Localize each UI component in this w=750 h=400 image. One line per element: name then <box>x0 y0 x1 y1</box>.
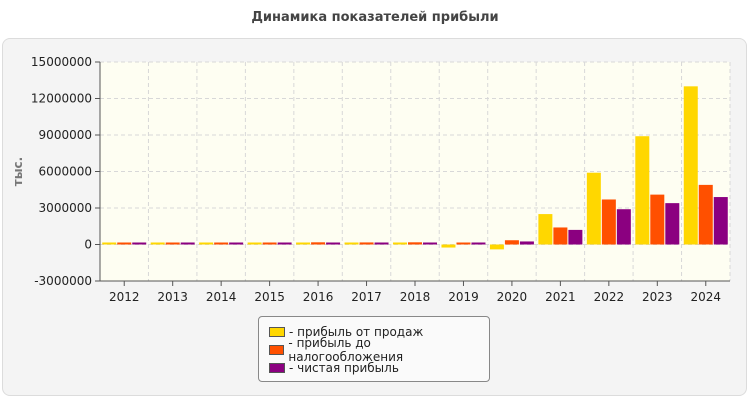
bar-2023-s2 <box>665 203 680 245</box>
bar-2023-s0 <box>635 136 650 245</box>
x-tick-label: 2021 <box>545 290 576 304</box>
bar-2014-s1 <box>214 242 229 245</box>
bar-2015-s1 <box>262 242 277 245</box>
y-tick-label: 0 <box>84 238 92 252</box>
bar-2013-s1 <box>165 242 180 245</box>
legend-label-net-profit: - чистая прибыль <box>289 361 399 375</box>
bar-2022-s1 <box>601 199 616 245</box>
x-tick-label: 2022 <box>594 290 625 304</box>
legend-item-sales-profit: - прибыль от продаж <box>267 323 481 341</box>
y-tick-label: 3000000 <box>39 201 92 215</box>
bar-2022-s2 <box>616 209 631 245</box>
bar-2017-s0 <box>344 242 359 245</box>
bar-2013-s2 <box>180 242 195 245</box>
legend-item-net-profit: - чистая прибыль <box>267 359 481 377</box>
bar-2017-s1 <box>359 242 374 245</box>
x-tick-label: 2024 <box>690 290 721 304</box>
bar-2012-s2 <box>132 242 147 245</box>
y-tick-label: 6000000 <box>39 165 92 179</box>
y-tick-label: 15000000 <box>31 55 92 69</box>
bar-2016-s1 <box>311 242 326 245</box>
bar-2015-s0 <box>247 242 262 245</box>
chart-title: Динамика показателей прибыли <box>251 10 499 25</box>
bar-2018-s0 <box>393 242 407 245</box>
bar-2024-s1 <box>698 184 713 245</box>
bar-2021-s2 <box>568 229 583 245</box>
bar-2019-s1 <box>456 242 471 245</box>
legend-swatch-net-profit <box>269 363 285 373</box>
bar-2022-s0 <box>586 172 601 245</box>
bar-2019-s0 <box>441 244 456 248</box>
y-tick-label: 9000000 <box>39 128 92 142</box>
x-tick-label: 2013 <box>157 290 188 304</box>
x-tick-label: 2020 <box>497 290 528 304</box>
bar-2018-s2 <box>423 242 437 245</box>
x-tick-label: 2012 <box>109 290 140 304</box>
legend-label-pretax-profit: - прибыль до налогообложения <box>288 336 404 364</box>
y-axis-label: тыс. <box>11 157 25 186</box>
x-tick-label: 2016 <box>303 290 334 304</box>
bar-2012-s1 <box>117 242 132 245</box>
bar-2013-s0 <box>150 242 165 245</box>
legend-swatch-pretax-profit <box>269 345 285 355</box>
bar-2021-s0 <box>538 214 553 245</box>
legend: - прибыль от продаж - прибыль до налогоо… <box>258 316 490 382</box>
bar-2020-s2 <box>519 241 534 245</box>
bar-2015-s2 <box>277 242 292 245</box>
legend-item-pretax-profit: - прибыль до налогообложения <box>267 336 481 364</box>
x-tick-label: 2023 <box>642 290 673 304</box>
bar-2024-s2 <box>713 197 728 245</box>
bar-2017-s2 <box>374 242 389 245</box>
bar-2014-s2 <box>229 242 244 245</box>
bar-2021-s1 <box>553 227 568 245</box>
bar-2016-s2 <box>326 242 341 245</box>
y-tick-label: -3000000 <box>34 274 92 288</box>
bar-2014-s0 <box>199 242 214 245</box>
x-tick-label: 2018 <box>400 290 431 304</box>
x-tick-label: 2017 <box>351 290 382 304</box>
bar-2023-s1 <box>650 194 665 245</box>
bar-2020-s0 <box>489 244 504 250</box>
bar-2024-s0 <box>683 86 698 245</box>
legend-swatch-sales-profit <box>269 327 285 337</box>
x-tick-label: 2015 <box>254 290 285 304</box>
y-tick-label: 12000000 <box>31 92 92 106</box>
bar-2020-s1 <box>504 240 519 245</box>
bar-2018-s1 <box>408 242 422 245</box>
bar-2016-s0 <box>296 242 311 245</box>
bar-2019-s2 <box>471 242 486 245</box>
bar-2012-s0 <box>102 242 117 245</box>
legend-label-sales-profit: - прибыль от продаж <box>289 325 424 339</box>
x-tick-label: 2014 <box>206 290 237 304</box>
x-tick-label: 2019 <box>448 290 479 304</box>
